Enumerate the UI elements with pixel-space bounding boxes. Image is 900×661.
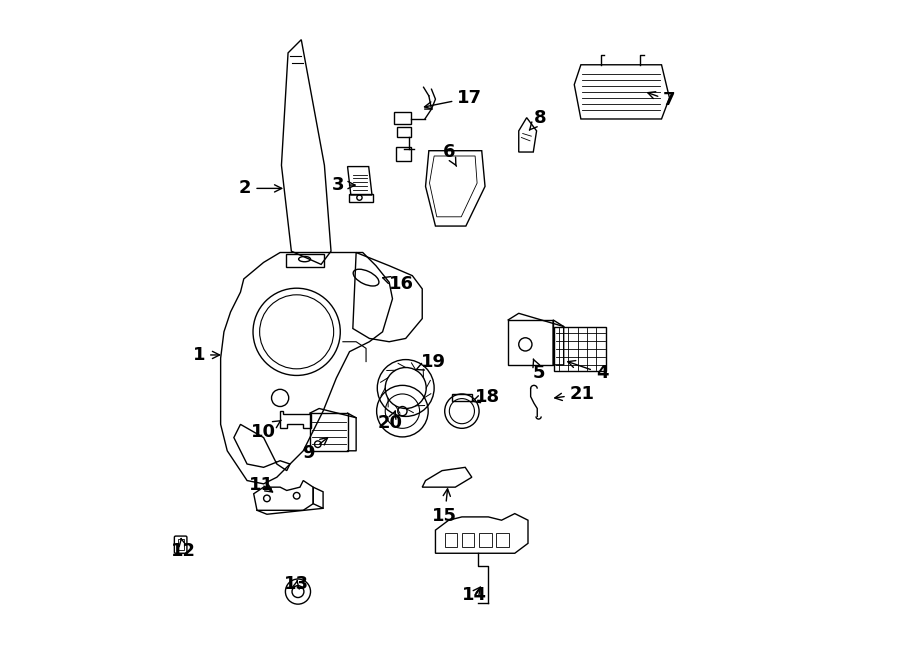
- Bar: [177, 539, 184, 550]
- Bar: [479, 533, 491, 547]
- Text: 4: 4: [568, 361, 608, 383]
- Text: 16: 16: [382, 275, 414, 293]
- Text: 17: 17: [425, 89, 482, 109]
- Bar: [394, 112, 411, 124]
- Text: 5: 5: [533, 359, 545, 383]
- Bar: [462, 533, 474, 547]
- Text: 19: 19: [416, 353, 446, 371]
- Bar: [554, 327, 606, 371]
- Text: 13: 13: [284, 574, 309, 593]
- Text: 18: 18: [472, 387, 500, 406]
- Text: 7: 7: [648, 91, 676, 110]
- Text: 10: 10: [251, 420, 282, 441]
- Text: 15: 15: [432, 489, 457, 525]
- Text: 14: 14: [462, 586, 487, 604]
- Text: 11: 11: [249, 475, 274, 494]
- Bar: [508, 320, 554, 365]
- Text: 9: 9: [302, 438, 328, 462]
- Bar: [452, 394, 472, 401]
- Text: 12: 12: [171, 539, 196, 560]
- Bar: [496, 533, 508, 547]
- Bar: [349, 194, 373, 202]
- Bar: [396, 147, 411, 161]
- Text: 21: 21: [554, 385, 595, 403]
- Text: 3: 3: [331, 176, 356, 194]
- Bar: [310, 413, 347, 451]
- Bar: [445, 533, 457, 547]
- Bar: [286, 254, 324, 267]
- Text: 20: 20: [378, 411, 403, 432]
- Text: 8: 8: [529, 108, 547, 130]
- Text: 1: 1: [193, 346, 220, 364]
- Bar: [397, 127, 411, 137]
- Text: 6: 6: [443, 143, 456, 167]
- Text: 2: 2: [238, 179, 282, 198]
